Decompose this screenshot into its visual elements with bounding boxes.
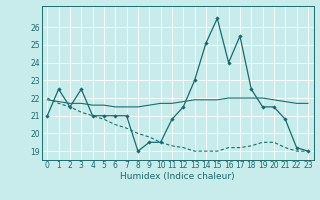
- X-axis label: Humidex (Indice chaleur): Humidex (Indice chaleur): [120, 172, 235, 181]
